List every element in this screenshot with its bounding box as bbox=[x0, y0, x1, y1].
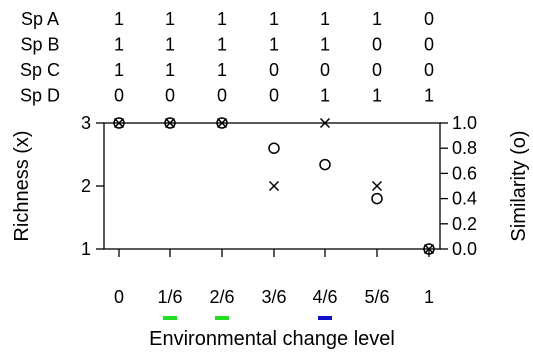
table-cell: 1 bbox=[165, 35, 175, 55]
data-marks bbox=[113, 117, 435, 255]
table-cell: 1 bbox=[320, 9, 330, 29]
similarity-point bbox=[319, 158, 331, 171]
right-tick-label: 0.0 bbox=[452, 239, 477, 259]
richness-point bbox=[268, 180, 280, 192]
richness-point bbox=[319, 117, 331, 129]
x-tick-label: 1/6 bbox=[157, 287, 182, 307]
table-cell: 1 bbox=[165, 60, 175, 80]
table-cell: 1 bbox=[424, 86, 434, 106]
table-cell: 1 bbox=[320, 86, 330, 106]
table-cell: 0 bbox=[372, 35, 382, 55]
table-cell: 0 bbox=[320, 60, 330, 80]
plot-area bbox=[103, 122, 441, 250]
x-tick-label: 3/6 bbox=[261, 287, 286, 307]
table-cell: 0 bbox=[269, 60, 279, 80]
table-cell: 1 bbox=[320, 35, 330, 55]
y-axis-label-right: Similarity (o) bbox=[508, 130, 530, 241]
similarity-point bbox=[268, 142, 280, 154]
table-cell: 1 bbox=[269, 9, 279, 29]
x-tick-label: 1 bbox=[424, 287, 434, 307]
table-cell: 1 bbox=[114, 60, 124, 80]
highlight-markers bbox=[163, 316, 332, 320]
table-cell: 1 bbox=[114, 9, 124, 29]
similarity-point bbox=[371, 192, 383, 205]
table-cell: 0 bbox=[424, 60, 434, 80]
table-cell: 0 bbox=[424, 35, 434, 55]
similarity-point bbox=[113, 117, 125, 129]
left-tick-label: 2 bbox=[81, 176, 91, 196]
table-row-label: Sp C bbox=[20, 60, 60, 80]
right-tick-label: 0.8 bbox=[452, 138, 477, 158]
table-cell: 0 bbox=[269, 86, 279, 106]
table-row-label: Sp A bbox=[21, 9, 59, 29]
similarity-point bbox=[216, 117, 228, 129]
table-cell: 0 bbox=[217, 86, 227, 106]
x-tick-label: 0 bbox=[114, 287, 124, 307]
table-cell: 1 bbox=[217, 60, 227, 80]
table-cell: 0 bbox=[114, 86, 124, 106]
axes: 1 2 3 0.0 0.2 0.4 0.6 0.8 1.0 0 1/6 2/6 3/6 4/6 5/6 1 bbox=[81, 113, 477, 307]
highlight-bar bbox=[163, 316, 177, 320]
highlight-bar bbox=[215, 316, 229, 320]
similarity-point bbox=[164, 117, 176, 129]
richness-point bbox=[371, 180, 383, 192]
table-cell: 0 bbox=[372, 60, 382, 80]
richness-point bbox=[216, 117, 228, 129]
table-cell: 0 bbox=[424, 9, 434, 29]
right-tick-label: 0.2 bbox=[452, 214, 477, 234]
y-axis-label-left: Richness (x) bbox=[11, 130, 33, 241]
table-cell: 0 bbox=[165, 86, 175, 106]
left-tick-label: 1 bbox=[81, 239, 91, 259]
left-tick-label: 3 bbox=[81, 113, 91, 133]
right-tick-label: 1.0 bbox=[452, 113, 477, 133]
richness-point bbox=[423, 243, 435, 255]
x-axis-label: Environmental change level bbox=[149, 328, 395, 350]
similarity-point bbox=[423, 243, 435, 255]
right-tick-label: 0.6 bbox=[452, 163, 477, 183]
right-tick-label: 0.4 bbox=[452, 189, 477, 209]
table-cell: 1 bbox=[372, 9, 382, 29]
x-tick-label: 5/6 bbox=[364, 287, 389, 307]
table-cell: 1 bbox=[372, 86, 382, 106]
table-cell: 1 bbox=[217, 35, 227, 55]
table-row-label: Sp D bbox=[20, 86, 60, 106]
highlight-bar bbox=[318, 316, 332, 320]
richness-point bbox=[164, 117, 176, 129]
x-tick-label: 2/6 bbox=[209, 287, 234, 307]
species-table: Sp A 1 1 1 1 1 1 0 Sp B 1 1 1 1 1 0 0 Sp C 1 1 1 0 0 0 0 Sp D 0 0 0… bbox=[20, 9, 434, 106]
table-cell: 1 bbox=[269, 35, 279, 55]
table-cell: 1 bbox=[165, 9, 175, 29]
x-tick-label: 4/6 bbox=[312, 287, 337, 307]
table-cell: 1 bbox=[217, 9, 227, 29]
table-row-label: Sp B bbox=[20, 35, 59, 55]
table-cell: 1 bbox=[114, 35, 124, 55]
richness-point bbox=[113, 117, 125, 129]
